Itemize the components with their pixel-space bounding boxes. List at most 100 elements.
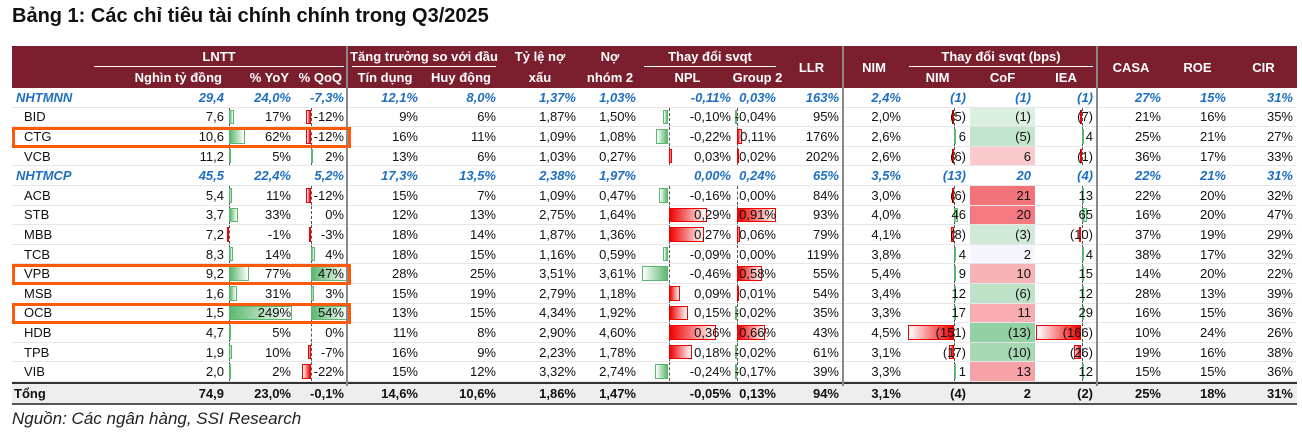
zero-axis-line [1081, 225, 1083, 244]
cell-llr: 176% [780, 127, 843, 146]
cell-value: 24,0% [254, 89, 291, 105]
cell-group2-change: 0,11% [735, 127, 780, 146]
zero-axis-line [1081, 323, 1083, 342]
cell-group2-change: -0,02% [735, 303, 780, 323]
data-bar [229, 325, 232, 340]
zero-axis-line [668, 107, 670, 127]
cell-npl-change: 0,29% [640, 205, 735, 225]
cell-value: 94% [812, 385, 839, 401]
cell-credit: 15% [348, 186, 422, 205]
cell-cir: 32% [1230, 245, 1297, 264]
data-bar [951, 187, 954, 203]
cell-iea-bps: (2) [1035, 384, 1097, 403]
cell-value: 1,97% [599, 168, 636, 184]
data-bar [668, 207, 708, 223]
data-bar [310, 285, 314, 301]
cell-value: 4 [1085, 246, 1093, 262]
cell-value: 16% [1199, 344, 1226, 360]
cell-value: 3,1% [871, 385, 901, 401]
cell-cof-bps: 21 [970, 185, 1035, 205]
cell-value: -12% [313, 109, 344, 125]
cell-value: 15% [1199, 305, 1226, 321]
cell-value: 5% [272, 324, 291, 340]
data-bar [306, 187, 311, 203]
cell-profit: 7,2 [90, 225, 228, 244]
cell-value: 55% [812, 266, 839, 282]
cell-value: 3,32% [539, 364, 576, 380]
cell-cir: 38% [1230, 343, 1297, 362]
cell-iea-bps: 4 [1035, 244, 1097, 264]
zero-axis-line [737, 185, 739, 205]
cell-value: 18% [1199, 385, 1226, 401]
cell-value: 6% [477, 109, 496, 125]
cell-name: BID [12, 108, 90, 127]
cell-value: MSB [24, 285, 53, 301]
cell-deposit: 13% [422, 206, 500, 225]
zero-axis-line [953, 185, 955, 205]
cell-value: 10% [1134, 324, 1161, 340]
cell-value: 13,5% [459, 168, 496, 184]
header-change-bps: Thay đổi svqt (bps) [909, 46, 1093, 67]
header-change: Thay đổi svqt [644, 46, 776, 67]
cell-group2-change: -0,04% [735, 107, 780, 127]
cell-npl-ratio: 3,51% [500, 264, 580, 283]
cell-value: 9,2 [205, 266, 224, 282]
cell-value: (6) [950, 187, 966, 203]
cell-iea-bps: (26) [1035, 342, 1097, 362]
data-bar [735, 364, 738, 379]
cell-iea-bps: (166) [1035, 323, 1097, 342]
cell-llr: 163% [780, 88, 843, 107]
cell-deposit: 7% [422, 186, 500, 205]
cell-value: 15% [469, 305, 496, 321]
cell-value: 24% [1199, 324, 1226, 340]
data-bar [229, 246, 233, 262]
data-bar [953, 305, 956, 321]
cell-value: (6) [1015, 285, 1031, 301]
data-bar [663, 246, 669, 262]
zero-axis-line [1081, 342, 1083, 362]
cell-casa: 21% [1097, 108, 1165, 127]
zero-axis-line [668, 264, 670, 283]
cell-name: VIB [12, 362, 90, 381]
cell-value: 1,03% [599, 89, 636, 105]
cell-deposit: 14% [422, 225, 500, 244]
cell-value: 22% [1134, 187, 1161, 203]
cell-roe: 16% [1165, 343, 1230, 362]
cell-value: 2,0 [205, 364, 224, 380]
cell-value: 1,18% [599, 285, 636, 301]
zero-axis-line [737, 342, 739, 362]
cell-value: 31% [1266, 89, 1293, 105]
cell-qoq: 0% [295, 323, 348, 342]
cell-value: 2% [325, 148, 344, 164]
cell-cir: 39% [1230, 284, 1297, 303]
cell-value: NHTMCP [16, 168, 72, 184]
cell-value: 7,6 [205, 109, 224, 125]
cell-npl-change: -0,09% [640, 244, 735, 264]
cell-credit: 12,1% [348, 88, 422, 107]
cell-value: 2,4% [871, 89, 901, 105]
cell-group2-ratio: 1,92% [580, 304, 640, 323]
cell-nim-bps: 1 [905, 362, 970, 381]
cell-deposit: 15% [422, 304, 500, 323]
cell-value: 0,02% [739, 148, 776, 164]
cell-value: 74,9 [198, 385, 224, 401]
cell-value: 1,9 [205, 344, 224, 360]
cell-npl-ratio: 2,90% [500, 323, 580, 342]
cell-value: (2) [1077, 385, 1093, 401]
cell-value: 14,6% [381, 385, 418, 401]
cell-value: 8% [477, 324, 496, 340]
cell-llr: 119% [780, 245, 843, 264]
cell-llr: 61% [780, 343, 843, 362]
header-npl-ratio-2: xấu [528, 70, 552, 85]
cell-qoq: -7,3% [295, 88, 348, 107]
cell-npl-change: 0,18% [640, 342, 735, 362]
cell-value: 36% [1266, 364, 1293, 380]
cell-npl-ratio: 1,87% [500, 225, 580, 244]
cell-qoq: 4% [295, 244, 348, 264]
cell-value: 11% [392, 324, 418, 340]
cell-value: 0,03% [694, 148, 731, 164]
cell-value: 21% [1199, 128, 1226, 144]
cell-name: OCB [12, 304, 90, 323]
cell-name: TCB [12, 245, 90, 264]
cell-cof-bps: (1) [970, 107, 1035, 127]
